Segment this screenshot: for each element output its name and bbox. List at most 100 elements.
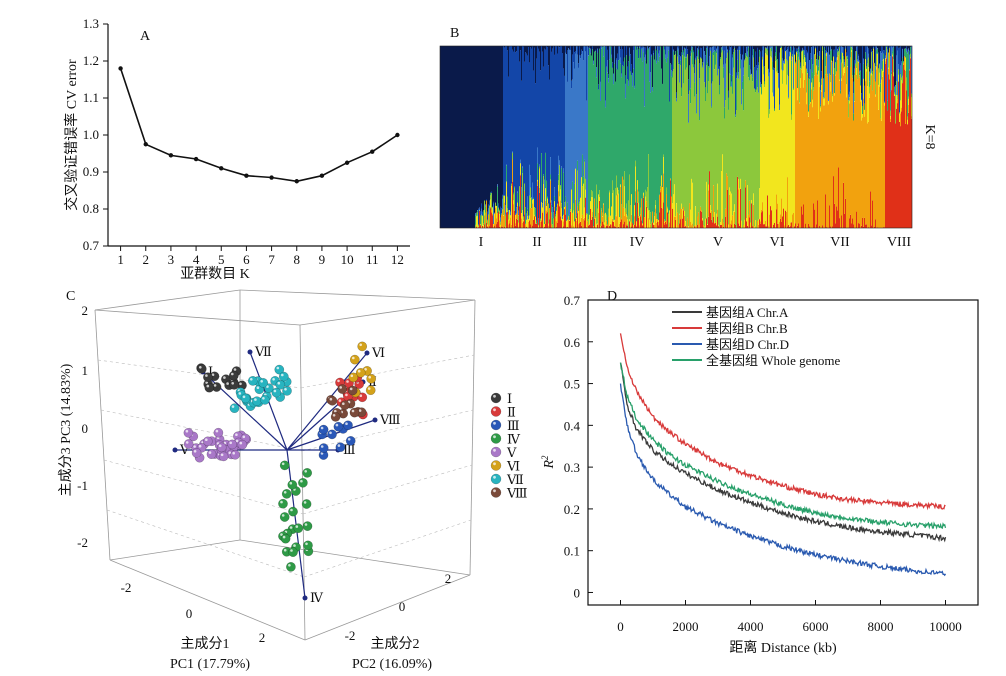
structure-bar-segment bbox=[562, 219, 564, 228]
structure-bar-segment bbox=[463, 46, 465, 228]
structure-bar-segment bbox=[739, 50, 741, 189]
structure-bar-segment bbox=[767, 55, 769, 196]
structure-bar-segment bbox=[830, 46, 832, 51]
structure-bar-segment bbox=[711, 46, 713, 48]
structure-bar-segment bbox=[890, 116, 892, 119]
structure-bar-segment bbox=[742, 89, 744, 228]
structure-bar-segment bbox=[599, 46, 601, 49]
structure-bar-segment bbox=[875, 66, 877, 82]
cv-error-point bbox=[244, 173, 249, 178]
structure-bar-segment bbox=[764, 87, 766, 225]
structure-bar-segment bbox=[586, 46, 588, 101]
pca-point bbox=[349, 354, 360, 365]
structure-bar-segment bbox=[799, 103, 801, 228]
structure-bar-segment bbox=[555, 214, 557, 217]
structure-bar-segment bbox=[641, 198, 643, 221]
structure-bar-segment bbox=[457, 46, 459, 228]
structure-bar-segment bbox=[475, 224, 477, 228]
structure-bar-segment bbox=[907, 51, 909, 54]
structure-bar-segment bbox=[493, 46, 495, 202]
structure-bar-segment bbox=[682, 55, 684, 210]
structure-bar-segment bbox=[789, 52, 791, 57]
structure-bar-segment bbox=[856, 74, 858, 212]
structure-bar-segment bbox=[685, 69, 687, 221]
structure-bar-segment bbox=[857, 79, 859, 228]
structure-bar-segment bbox=[765, 226, 767, 228]
pca-point bbox=[279, 460, 290, 471]
structure-bar-segment bbox=[659, 46, 661, 51]
structure-bar-segment bbox=[891, 46, 893, 72]
structure-bar-segment bbox=[867, 123, 869, 228]
structure-bar-segment bbox=[681, 96, 683, 204]
structure-bar-segment bbox=[773, 224, 775, 228]
legend-label-4: Ⅳ bbox=[507, 432, 521, 447]
structure-bar-segment bbox=[678, 46, 680, 49]
cv-error-point bbox=[118, 66, 123, 71]
structure-bar-segment bbox=[489, 205, 491, 225]
structure-bar-segment bbox=[519, 206, 521, 228]
structure-bar-segment bbox=[693, 67, 695, 227]
structure-bar-segment bbox=[748, 77, 750, 215]
structure-bar-segment bbox=[552, 217, 554, 225]
structure-bar-segment bbox=[892, 51, 894, 54]
structure-bar-segment bbox=[647, 187, 649, 209]
structure-bar-segment bbox=[797, 225, 799, 228]
structure-bar-segment bbox=[583, 46, 585, 61]
structure-bar-segment bbox=[703, 227, 705, 228]
x-tick-label: 0 bbox=[617, 619, 624, 634]
structure-bar-segment bbox=[663, 173, 665, 203]
structure-bar-segment bbox=[733, 211, 735, 228]
structure-bar-segment bbox=[531, 46, 533, 49]
structure-bar-segment bbox=[758, 224, 760, 228]
structure-bar-segment bbox=[746, 47, 748, 56]
panel-label-b: B bbox=[450, 26, 459, 41]
structure-bar-segment bbox=[557, 223, 559, 228]
structure-bar-segment bbox=[663, 157, 665, 174]
structure-bar-segment bbox=[600, 101, 602, 224]
structure-bar-segment bbox=[481, 214, 483, 227]
pca-box-edge bbox=[239, 289, 476, 301]
structure-bar-segment bbox=[810, 53, 812, 70]
structure-bar-segment bbox=[763, 46, 765, 66]
structure-bar-segment bbox=[612, 218, 614, 222]
structure-bar-segment bbox=[613, 84, 615, 191]
structure-bar-segment bbox=[672, 203, 674, 209]
structure-bar-segment bbox=[456, 46, 458, 228]
structure-bar-segment bbox=[853, 120, 855, 225]
structure-bar-segment bbox=[631, 75, 633, 195]
structure-bar-segment bbox=[815, 47, 817, 49]
structure-bar-segment bbox=[692, 47, 694, 65]
structure-bar-segment bbox=[761, 84, 763, 94]
structure-bar-segment bbox=[495, 207, 497, 228]
structure-bar-segment bbox=[803, 46, 805, 50]
structure-bar-segment bbox=[752, 55, 754, 78]
structure-bar-segment bbox=[502, 46, 504, 195]
ld-curve-4 bbox=[619, 362, 947, 530]
pca-point bbox=[196, 364, 207, 374]
structure-bar-segment bbox=[722, 154, 724, 219]
structure-bar-segment bbox=[566, 220, 568, 222]
structure-bar-segment bbox=[782, 49, 784, 59]
structure-bar-segment bbox=[905, 48, 907, 58]
structure-bar-segment bbox=[889, 46, 891, 48]
structure-bar-segment bbox=[820, 107, 822, 112]
structure-bar-segment bbox=[520, 50, 522, 160]
structure-bar-segment bbox=[850, 57, 852, 67]
structure-bar-segment bbox=[764, 46, 766, 67]
structure-bar-segment bbox=[507, 46, 509, 51]
x-tick-label: 4000 bbox=[738, 619, 764, 634]
structure-bar-segment bbox=[864, 46, 866, 86]
structure-bar-segment bbox=[812, 46, 814, 64]
structure-bar-segment bbox=[513, 200, 515, 205]
structure-bar-segment bbox=[624, 186, 626, 217]
structure-bar-segment bbox=[708, 81, 710, 185]
structure-bar-segment bbox=[732, 75, 734, 94]
structure-bar-segment bbox=[764, 66, 766, 82]
structure-bar-segment bbox=[652, 91, 654, 212]
structure-bar-segment bbox=[898, 64, 900, 70]
structure-bar-segment bbox=[821, 46, 823, 72]
structure-bar-segment bbox=[847, 66, 849, 228]
structure-bar-segment bbox=[810, 103, 812, 228]
pca-point-highlight bbox=[235, 439, 239, 443]
structure-bar-segment bbox=[782, 216, 784, 228]
